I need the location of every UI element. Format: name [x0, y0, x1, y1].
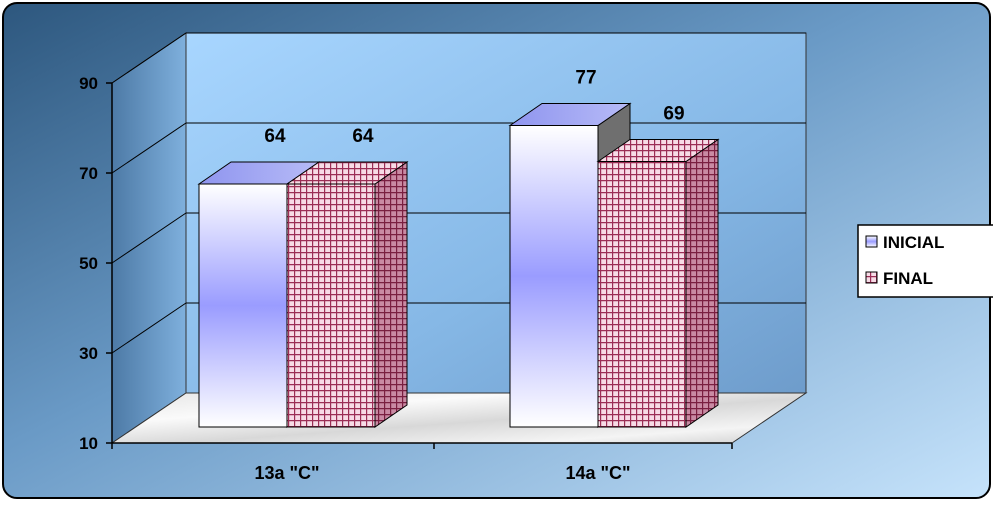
legend-label-inicial: INICIAL — [883, 233, 944, 252]
gridline-side — [111, 302, 187, 354]
y-tick-label: 50 — [79, 254, 98, 273]
bar-inicial-0 — [198, 183, 288, 428]
y-tick-label: 90 — [79, 74, 98, 93]
gridline-side — [111, 122, 187, 174]
data-label-final-1: 69 — [663, 104, 684, 125]
legend-swatch-final — [865, 271, 878, 284]
legend-swatch-inicial — [865, 235, 878, 248]
data-label-inicial-0: 64 — [264, 126, 286, 147]
y-tick-label: 30 — [79, 344, 98, 363]
legend-label-final: FINAL — [883, 269, 933, 288]
bar-final-1 — [597, 161, 687, 428]
data-labels: 64 64 77 69 — [264, 68, 684, 148]
x-tick-label: 13a "C" — [254, 463, 319, 483]
y-tick-label: 70 — [79, 164, 98, 183]
bars — [197, 102, 720, 428]
gridline-side — [111, 212, 187, 264]
bar-side-final-1 — [685, 138, 719, 428]
gridline-side — [111, 32, 187, 84]
bar-final-0 — [286, 183, 376, 428]
legend: INICIAL FINAL — [857, 224, 993, 298]
bar-side-final-0 — [374, 161, 408, 428]
y-tick-label: 10 — [79, 434, 98, 453]
x-axis-labels: 13a "C" 14a "C" — [254, 463, 630, 483]
legend-box — [857, 224, 993, 298]
x-tick-label: 14a "C" — [565, 463, 630, 483]
bar-inicial-1 — [509, 125, 599, 428]
y-axis: 10 30 50 70 90 — [79, 74, 733, 453]
data-label-inicial-1: 77 — [575, 68, 596, 89]
data-label-final-0: 64 — [352, 126, 374, 147]
